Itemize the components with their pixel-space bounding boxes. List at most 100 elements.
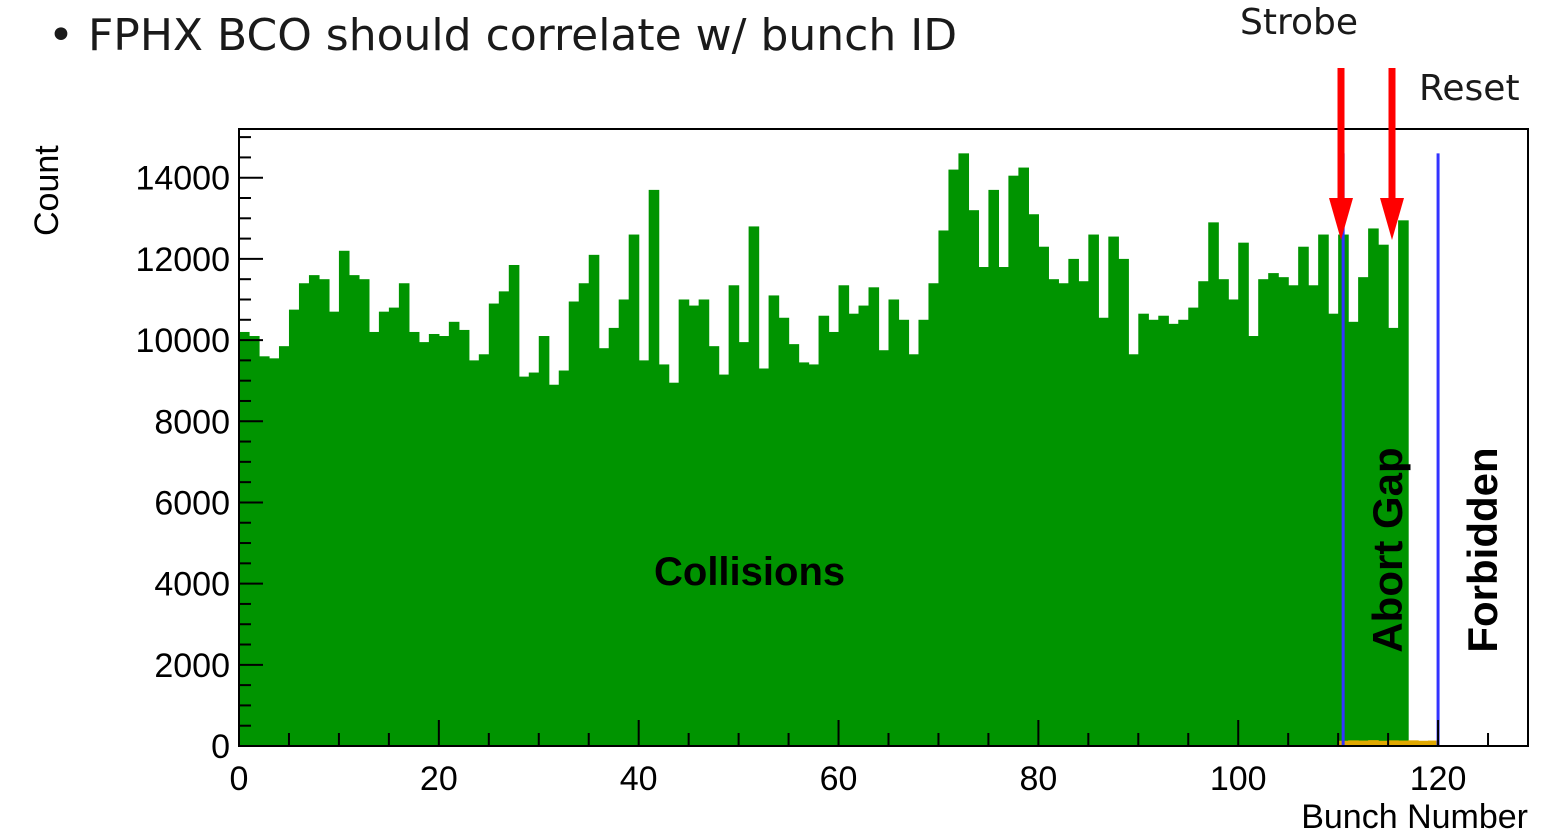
- bar: [298, 283, 310, 746]
- bar: [998, 267, 1010, 746]
- bar: [598, 348, 610, 746]
- bar: [239, 331, 250, 746]
- bar: [488, 303, 500, 746]
- x-tick-label: 100: [1210, 760, 1267, 798]
- bars-layer: [239, 153, 1409, 747]
- abort-gap-bar: [1348, 740, 1359, 746]
- bullet-marker: •: [48, 10, 74, 61]
- bar: [1138, 313, 1149, 746]
- bar: [678, 299, 690, 746]
- axis-ticks: [238, 136, 1490, 747]
- bar: [698, 299, 710, 746]
- bar: [1128, 354, 1139, 746]
- x-tick-label: 20: [420, 760, 458, 798]
- bar: [618, 299, 630, 746]
- plot-frame: [238, 128, 1529, 747]
- bar: [258, 356, 270, 746]
- y-tick-label: 2000: [154, 647, 230, 685]
- x-tick-label: 80: [1019, 760, 1057, 798]
- bar: [438, 336, 450, 746]
- bar: [498, 291, 510, 746]
- bar: [328, 311, 340, 746]
- bar: [1108, 236, 1119, 746]
- bar: [1168, 323, 1179, 746]
- bar: [778, 317, 790, 746]
- bar: [768, 295, 780, 746]
- bar: [898, 319, 910, 746]
- y-tick-label: 6000: [154, 484, 230, 522]
- bar: [338, 250, 350, 747]
- reset-callout: Reset: [1419, 68, 1520, 109]
- x-tick-label: 120: [1410, 760, 1467, 798]
- axis-labels: 0 20 40 60 80 100 120 0 2000 4000 6000 8000 10000 120…: [135, 160, 1466, 798]
- bar: [828, 331, 840, 746]
- bar: [1238, 242, 1249, 746]
- bar: [738, 342, 750, 746]
- x-tick-label: 0: [230, 760, 249, 798]
- bar: [1058, 283, 1069, 746]
- x-tick-label: 40: [620, 760, 658, 798]
- bar: [1298, 246, 1309, 746]
- bar: [748, 226, 760, 747]
- y-tick-label: 12000: [135, 241, 230, 279]
- bar: [1248, 336, 1259, 746]
- bar: [888, 299, 900, 746]
- bar: [428, 333, 440, 746]
- abort-gap-bar: [1418, 740, 1429, 746]
- bar: [558, 370, 570, 746]
- bar: [908, 354, 920, 746]
- bar: [918, 319, 930, 746]
- bar: [758, 368, 770, 746]
- bar: [688, 305, 700, 746]
- bar: [1328, 313, 1339, 746]
- bar: [1208, 222, 1219, 747]
- bar: [1088, 234, 1099, 746]
- bar: [1378, 244, 1389, 746]
- bar: [458, 329, 470, 746]
- bar: [278, 346, 290, 746]
- bar: [1118, 258, 1129, 746]
- bar: [968, 210, 980, 746]
- bar: [728, 285, 740, 746]
- bar: [398, 283, 410, 746]
- bar: [1188, 307, 1199, 746]
- marker-lines: [1341, 153, 1440, 746]
- x-axis-label: Bunch Number: [1301, 798, 1528, 832]
- bar: [608, 327, 620, 746]
- bar: [1028, 214, 1039, 747]
- bar: [658, 364, 670, 746]
- bar: [1358, 277, 1369, 746]
- bar: [448, 321, 460, 746]
- bar: [808, 364, 820, 746]
- bullet-point: • FPHX BCO should correlate w/ bunch ID: [48, 10, 957, 61]
- bar: [988, 189, 1000, 746]
- bar: [1228, 299, 1239, 746]
- bar: [318, 279, 330, 746]
- annotation-collisions: Collisions: [654, 550, 845, 594]
- bar: [1308, 285, 1319, 746]
- bar: [1368, 228, 1379, 746]
- bar: [248, 336, 260, 746]
- bar: [358, 279, 370, 746]
- bar: [1178, 319, 1189, 746]
- bar: [958, 153, 970, 746]
- bar: [1388, 327, 1399, 746]
- bar: [788, 344, 800, 746]
- bar: [288, 309, 300, 746]
- bar: [818, 315, 830, 746]
- abort-gap-bar: [1378, 740, 1389, 746]
- y-tick-label: 10000: [135, 322, 230, 360]
- strobe-callout: Strobe: [1240, 2, 1359, 43]
- bar: [568, 301, 580, 746]
- annotation-abort-gap: Abort Gap: [1364, 447, 1411, 652]
- bar: [668, 382, 680, 746]
- bar: [708, 346, 720, 746]
- bar: [348, 275, 360, 746]
- abort-gap-bar: [1358, 740, 1369, 746]
- bar: [548, 384, 560, 746]
- bar: [1258, 279, 1269, 746]
- bar: [1318, 234, 1329, 746]
- bar: [368, 331, 380, 746]
- y-tick-label: 4000: [154, 566, 230, 604]
